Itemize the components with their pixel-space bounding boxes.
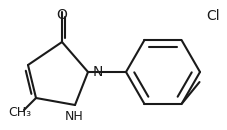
Text: CH₃: CH₃ (8, 106, 31, 119)
Text: N: N (93, 65, 103, 79)
Text: NH: NH (64, 110, 83, 123)
Text: O: O (56, 8, 67, 22)
Text: Cl: Cl (205, 9, 219, 23)
